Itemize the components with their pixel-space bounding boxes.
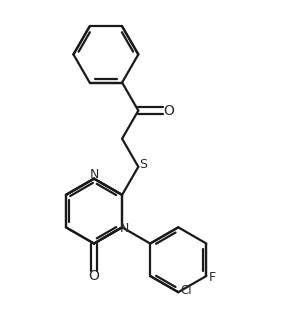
Text: Cl: Cl: [181, 284, 192, 298]
Text: S: S: [139, 159, 147, 171]
Text: O: O: [88, 269, 100, 283]
Text: F: F: [209, 271, 216, 284]
Text: N: N: [120, 222, 129, 235]
Text: O: O: [164, 104, 174, 118]
Text: N: N: [90, 168, 99, 181]
